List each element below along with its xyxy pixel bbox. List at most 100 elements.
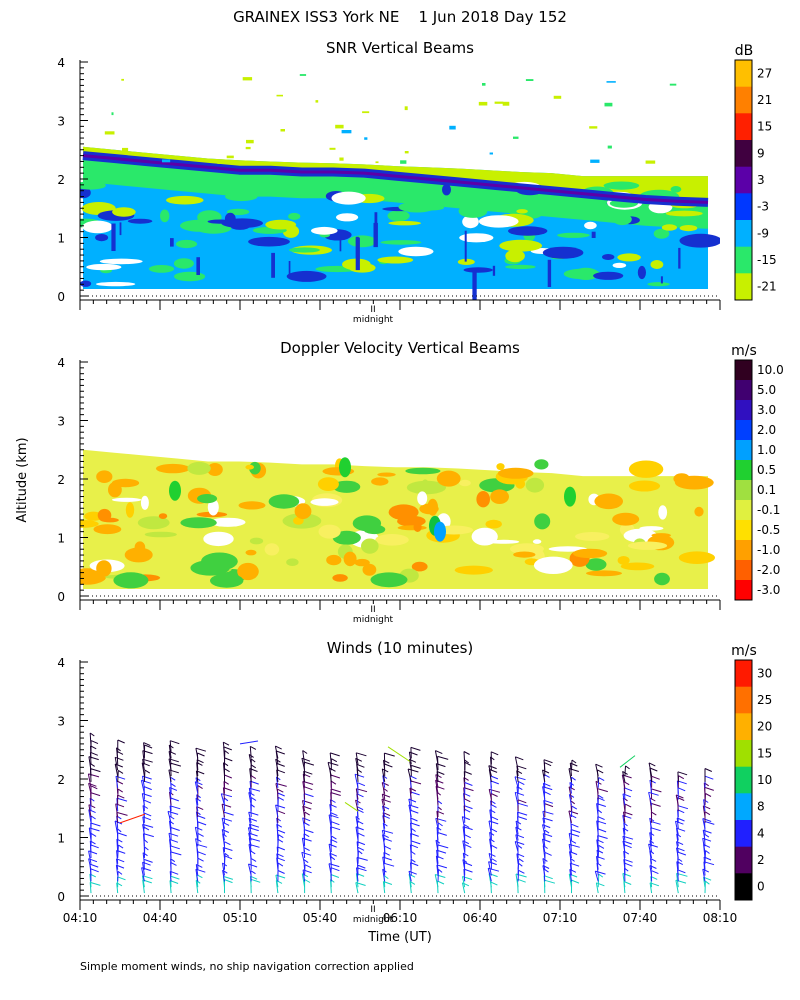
wind-barb <box>435 818 439 829</box>
snr-sparse-echo <box>607 145 612 149</box>
doppler-patch <box>628 460 664 478</box>
snr-patch <box>457 258 475 265</box>
wind-barb-flag <box>142 775 152 780</box>
wind-barb-flag <box>596 882 605 887</box>
colorbar-label: 0.1 <box>757 483 776 497</box>
wind-barb-flag <box>651 870 659 875</box>
wind-barb <box>648 843 653 859</box>
doppler-patch <box>180 517 217 529</box>
wind-barb-flag <box>197 832 204 837</box>
snr-sparse-echo <box>669 83 677 86</box>
doppler-patch <box>93 524 122 535</box>
wind-barb <box>88 858 92 870</box>
wind-barb-flag <box>143 799 152 804</box>
doppler-patch <box>140 495 149 510</box>
wind-barb-flag <box>196 843 208 848</box>
wind-barb-flag <box>197 857 204 862</box>
snr-patch <box>505 249 525 263</box>
wind-barb <box>488 853 492 864</box>
wind-barb <box>355 882 359 894</box>
y-tick-label: 4 <box>57 356 65 370</box>
snr-patch <box>508 226 548 236</box>
colorbar-swatch <box>735 520 752 541</box>
wind-barb <box>436 827 439 841</box>
wind-barb <box>463 793 466 806</box>
wind-barb-flag <box>490 780 499 785</box>
wind-barb-flag <box>704 768 713 772</box>
wind-barb-flag <box>116 797 128 802</box>
wind-barb <box>329 799 332 812</box>
wind-barb-flag <box>330 874 340 878</box>
wind-barb-flag <box>356 752 367 757</box>
wind-barb <box>488 769 492 782</box>
doppler-patch <box>125 502 135 518</box>
wind-barb <box>169 805 172 818</box>
wind-barb-flag <box>144 846 149 851</box>
wind-barb <box>195 798 199 812</box>
wind-barb-flag <box>195 838 202 843</box>
wind-barb-flag <box>331 835 337 840</box>
wind-barb <box>675 821 679 835</box>
wind-barb <box>568 873 572 888</box>
wind-barb <box>249 876 252 888</box>
wind-barb-flag <box>544 803 554 808</box>
wind-barb <box>169 820 172 835</box>
wind-barb-flag <box>464 759 470 764</box>
wind-barb-flag <box>676 794 684 799</box>
snr-vertical-streak <box>170 238 174 247</box>
wind-barb <box>195 770 199 782</box>
wind-barb-flag <box>117 876 126 881</box>
snr-patch <box>127 218 153 224</box>
x-tick-label: 04:40 <box>143 911 178 925</box>
snr-patch <box>670 186 682 193</box>
wind-barb-flag <box>250 758 256 763</box>
snr-patch <box>311 226 338 235</box>
wind-barb <box>409 787 412 800</box>
wind-barb <box>436 850 439 864</box>
wind-barb-flag <box>490 775 499 780</box>
wind-barb-flag <box>330 792 341 796</box>
wind-barb-flag <box>354 773 365 778</box>
colorbar-swatch <box>735 273 752 301</box>
colorbar-label: 21 <box>757 93 772 107</box>
colorbar-label: 3.0 <box>757 403 776 417</box>
wind-barb-flag <box>117 871 123 875</box>
wind-barb-flag <box>224 853 230 857</box>
wind-barb <box>568 786 572 800</box>
snr-sparse-echo <box>449 125 456 130</box>
wind-barb-flag <box>144 786 152 791</box>
wind-barb-flag <box>357 809 364 814</box>
wind-barb-flag <box>518 781 525 786</box>
wind-barb-flag <box>409 775 417 780</box>
snr-patch <box>175 239 198 249</box>
wind-barb <box>276 846 279 859</box>
wind-barb <box>435 855 439 870</box>
snr-sparse-echo <box>339 157 344 161</box>
wind-barb-flag <box>197 752 205 757</box>
doppler-patch <box>694 506 704 517</box>
wind-barb-flag <box>648 762 656 767</box>
wind-barb-flag <box>302 817 311 822</box>
wind-barb-flag <box>488 765 497 770</box>
wind-barb-flag <box>250 857 257 862</box>
snr-patch <box>617 253 641 262</box>
wind-barb <box>355 788 359 800</box>
wind-barb-flag <box>358 850 363 855</box>
wind-barb <box>649 818 653 829</box>
x-tick-label: 06:40 <box>463 911 498 925</box>
wind-barb-flag <box>677 858 683 862</box>
wind-barb-flag <box>490 828 498 833</box>
wind-barb-flag <box>196 863 203 868</box>
snr-patch <box>593 271 624 280</box>
x-axis-label: Time (UT) <box>367 930 432 945</box>
wind-barb-flag <box>330 788 341 793</box>
snr-vertical-streak <box>492 265 496 276</box>
wind-barb <box>221 818 225 829</box>
doppler-updraft-patch <box>564 486 576 507</box>
wind-barb-flag <box>624 844 632 849</box>
colorbar-label: -3.0 <box>757 583 780 597</box>
snr-vertical-streak <box>591 231 596 238</box>
wind-barb-flag <box>438 822 443 827</box>
wind-barb <box>383 760 386 771</box>
wind-barb-flag <box>169 805 181 810</box>
